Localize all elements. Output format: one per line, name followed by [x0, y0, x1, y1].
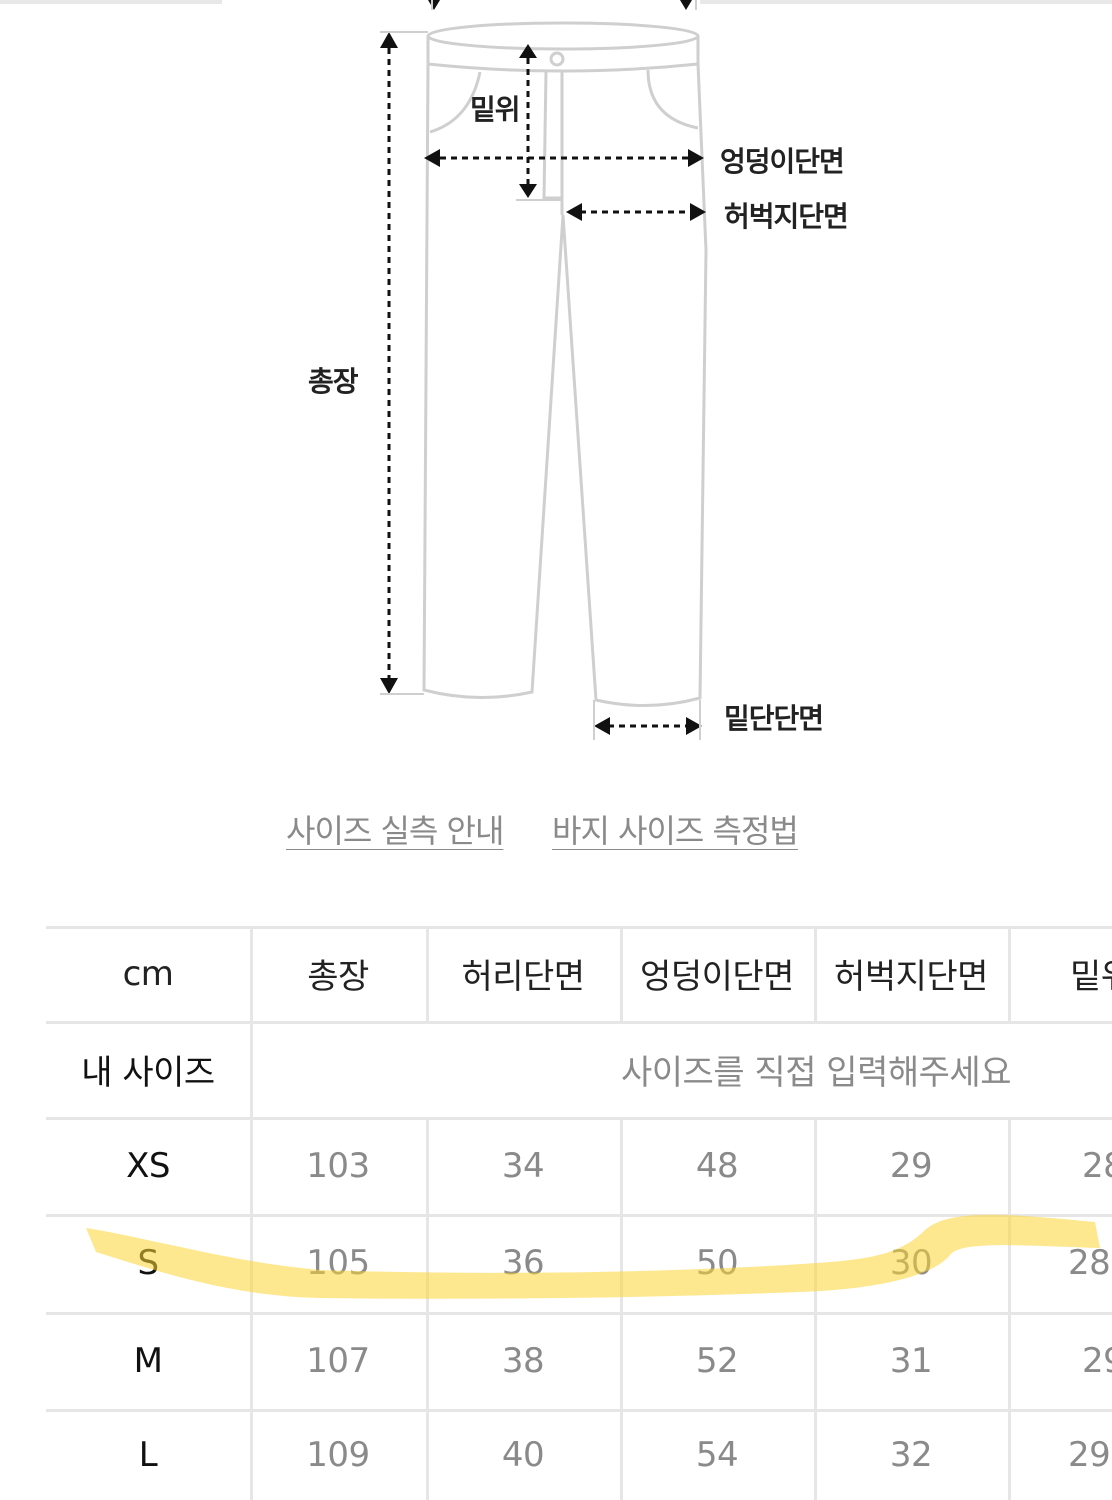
table-border — [46, 1021, 1112, 1024]
table-border — [1008, 1117, 1011, 1500]
hip-width-label: 엉덩이단면 — [720, 145, 845, 178]
table-cell: 29 — [1082, 1340, 1112, 1381]
total-length-label: 총장 — [308, 365, 359, 398]
thigh-width-label: 허벅지단면 — [724, 200, 849, 233]
table-cell: 36 — [501, 1243, 545, 1283]
header-total-length: 총장 — [307, 957, 369, 997]
hem-width-label: 밑단단면 — [724, 702, 824, 735]
table-border — [426, 926, 429, 1021]
table-cell: 38 — [501, 1340, 545, 1381]
pants-measurement-diagram: 밑위 엉덩이단면 허벅지단면 총장 밑단단면 — [308, 0, 849, 740]
pants-illustration — [380, 0, 708, 740]
table-cell: 107 — [306, 1340, 370, 1381]
table-border — [46, 1312, 1112, 1315]
table-cell: 54 — [695, 1434, 739, 1475]
table-cell: 28 — [1082, 1145, 1112, 1186]
size-label-l: L — [138, 1434, 158, 1475]
header-thigh: 허벅지단면 — [834, 957, 988, 997]
top-divider — [0, 0, 222, 4]
size-label-xs: XS — [126, 1145, 170, 1186]
size-label-s: S — [137, 1243, 159, 1283]
table-cell: 32 — [889, 1434, 933, 1475]
table-border — [814, 1117, 817, 1500]
table-cell: 50 — [695, 1243, 739, 1283]
table-cell: 28 — [1068, 1243, 1111, 1283]
table-border — [814, 926, 817, 1021]
table-border — [620, 926, 623, 1021]
table-cell: 52 — [695, 1340, 739, 1381]
table-cell: 103 — [306, 1145, 370, 1186]
table-border — [426, 1117, 429, 1500]
my-size-input[interactable]: 사이즈를 직접 입력해주세요 — [621, 1052, 1011, 1093]
size-label-m: M — [133, 1340, 163, 1381]
rise-label: 밑위 — [470, 93, 521, 126]
pants-measure-link[interactable]: 바지 사이즈 측정법 — [552, 812, 799, 850]
table-border — [620, 1117, 623, 1500]
table-border — [1008, 926, 1011, 1021]
table-cell: 29 — [889, 1145, 933, 1186]
table-cell: 109 — [306, 1434, 370, 1475]
header-waist: 허리단면 — [461, 957, 585, 997]
header-rise: 밑위 — [1070, 957, 1112, 997]
table-border — [46, 926, 1112, 929]
top-divider — [700, 0, 1112, 4]
table-cell: 48 — [695, 1145, 739, 1186]
table-cell: 105 — [306, 1243, 370, 1283]
size-guide-links: 사이즈 실측 안내 바지 사이즈 측정법 — [0, 806, 1112, 856]
header-hip: 엉덩이단면 — [640, 957, 794, 997]
unit-header: cm — [122, 953, 174, 994]
table-cell: 40 — [501, 1434, 545, 1475]
table-cell: 29 — [1068, 1434, 1111, 1475]
my-size-label: 내 사이즈 — [81, 1052, 215, 1093]
size-guide-link[interactable]: 사이즈 실측 안내 — [286, 812, 504, 850]
table-border — [250, 926, 253, 1500]
table-cell: 34 — [501, 1145, 545, 1186]
table-border — [46, 1117, 1112, 1120]
table-cell: 31 — [889, 1340, 933, 1381]
table-cell: 30 — [889, 1243, 933, 1283]
size-table: cm 총장 허리단면 엉덩이단면 허벅지단면 밑위 내 사이즈 사이즈를 직접 … — [46, 926, 1112, 1500]
table-border — [46, 1409, 1112, 1412]
